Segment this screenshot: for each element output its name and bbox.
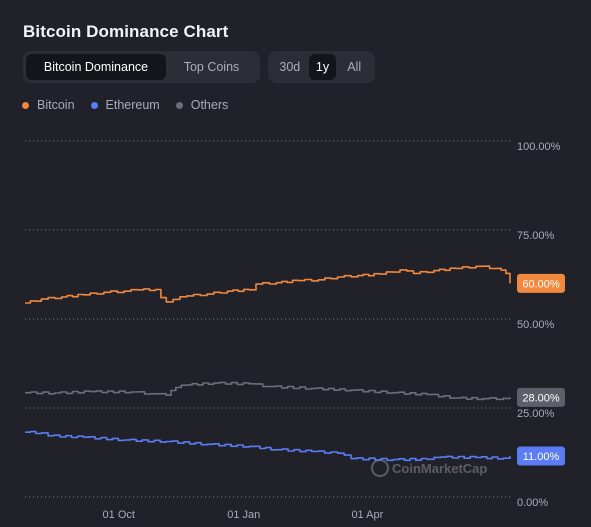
legend-dot-icon (22, 101, 29, 109)
legend-dot-icon (175, 101, 183, 109)
legend-item-bitcoin[interactable]: Bitcoin (22, 98, 75, 112)
range-tab-group: 30d 1y All (268, 51, 375, 83)
chart-legend: Bitcoin Ethereum Others (22, 98, 244, 112)
legend-label-ethereum: Ethereum (105, 98, 160, 112)
series-line-bitcoin (25, 265, 511, 304)
value-badge-label-bitcoin: 60.00% (522, 278, 560, 290)
legend-label-bitcoin: Bitcoin (37, 98, 75, 112)
view-tab-group: Bitcoin Dominance Top Coins (23, 51, 260, 83)
legend-label-others: Others (190, 98, 229, 112)
legend-dot-icon (90, 101, 98, 109)
watermark-logo-icon (371, 459, 389, 477)
series-line-ethereum (25, 430, 511, 462)
value-badge-ethereum (517, 446, 565, 466)
series-line-others (25, 381, 511, 401)
range-all-button[interactable]: All (347, 60, 362, 74)
value-badge-label-others: 28.00% (522, 392, 560, 404)
y-tick-label: 75.00% (517, 230, 555, 242)
watermark-text: CoinMarketCap (392, 461, 487, 476)
y-tick-label: 100.00% (517, 141, 561, 153)
range-1y-button[interactable]: 1y (308, 54, 337, 80)
value-badge-bitcoin (517, 273, 565, 293)
range-30d-button[interactable]: 30d (279, 60, 301, 74)
legend-item-others[interactable]: Others (175, 98, 229, 112)
legend-item-ethereum[interactable]: Ethereum (90, 98, 160, 112)
x-tick-label: 01 Apr (351, 509, 383, 521)
tab-bitcoin-dominance[interactable]: Bitcoin Dominance (26, 54, 166, 80)
value-badge-label-ethereum: 11.00% (523, 451, 560, 463)
y-tick-label: 0.00% (517, 497, 548, 509)
y-tick-label: 50.00% (517, 319, 555, 331)
page-title: Bitcoin Dominance Chart (23, 22, 229, 41)
x-tick-label: 01 Oct (103, 509, 135, 521)
x-tick-label: 01 Jan (227, 509, 260, 521)
tab-top-coins[interactable]: Top Coins (183, 60, 240, 74)
value-badge-others (517, 387, 565, 407)
y-tick-label: 25.00% (517, 408, 555, 420)
